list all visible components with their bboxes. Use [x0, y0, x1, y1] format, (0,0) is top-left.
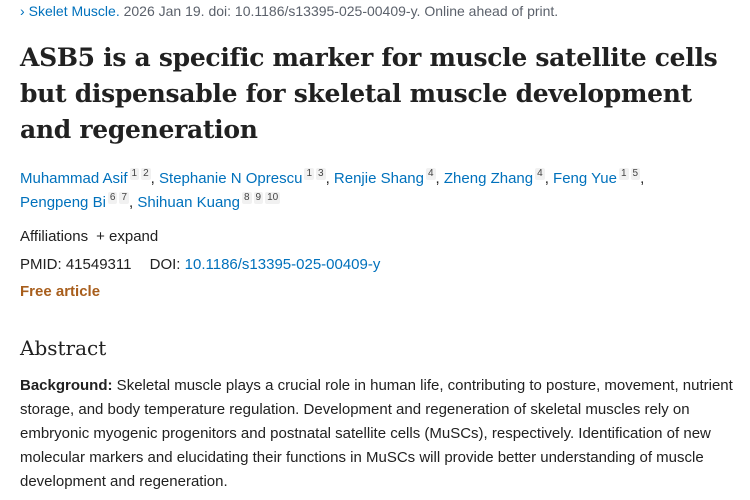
affiliations-label: Affiliations [20, 228, 89, 245]
article-title: ASB5 is a specific marker for muscle sat… [20, 43, 718, 144]
chevron-right-icon[interactable]: › [20, 3, 25, 19]
affiliation-ref[interactable]: 9 [253, 192, 264, 204]
affiliation-ref[interactable]: 10 [265, 192, 281, 204]
affiliation-ref[interactable]: 5 [630, 168, 641, 180]
citation: › Skelet Muscle. 2026 Jan 19. doi: 10.118… [20, 3, 558, 19]
author-list: Muhammad Asif 1 2, Stephanie N Oprescu 1 3, … [20, 168, 645, 211]
affiliation-ref[interactable]: 3 [316, 168, 326, 180]
abstract-background: Background: Skeletal muscle plays a cruc… [20, 374, 742, 494]
author-link[interactable]: Muhammad Asif [20, 170, 128, 187]
affiliation-ref[interactable]: 1 [129, 168, 140, 180]
pmid-label: PMID: [20, 256, 62, 273]
affiliation-ref[interactable]: 6 [107, 192, 118, 204]
citation-details: 2026 Jan 19. doi: 10.1186/s13395-025-004… [123, 3, 559, 19]
affiliation-ref[interactable]: 1 [304, 168, 314, 180]
affiliation-ref[interactable]: 2 [141, 168, 151, 180]
affiliation-ref[interactable]: 4 [425, 168, 436, 180]
affiliations: Affiliations + expand [20, 228, 158, 245]
affiliation-ref[interactable]: 7 [119, 192, 130, 204]
doi-link[interactable]: 10.1186/s13395-025-00409-y [184, 256, 381, 273]
pmid-value: 41549311 [65, 256, 132, 273]
expand-affiliations-button[interactable]: + expand [96, 228, 159, 245]
identifiers: PMID: 41549311 DOI: 10.1186/s13395-025-0… [20, 256, 380, 273]
background-text: Skeletal muscle plays a crucial role in … [20, 377, 733, 490]
author-link[interactable]: Shihuan Kuang [137, 194, 240, 211]
affiliation-ref[interactable]: 1 [618, 168, 629, 180]
author-link[interactable]: Feng Yue [553, 170, 617, 187]
author-link[interactable]: Zheng Zhang [443, 170, 534, 187]
doi-label: DOI: [149, 256, 181, 273]
affiliation-ref[interactable]: 8 [241, 192, 252, 204]
author-link[interactable]: Pengpeng Bi [20, 194, 106, 211]
author-link[interactable]: Renjie Shang [333, 170, 424, 187]
abstract-heading: Abstract [20, 336, 107, 360]
free-article-badge: Free article [20, 283, 101, 300]
journal-link[interactable]: Skelet Muscle. [28, 3, 120, 19]
affiliation-ref[interactable]: 4 [535, 168, 545, 180]
background-label: Background: [20, 377, 113, 394]
author-link[interactable]: Stephanie N Oprescu [159, 170, 303, 187]
